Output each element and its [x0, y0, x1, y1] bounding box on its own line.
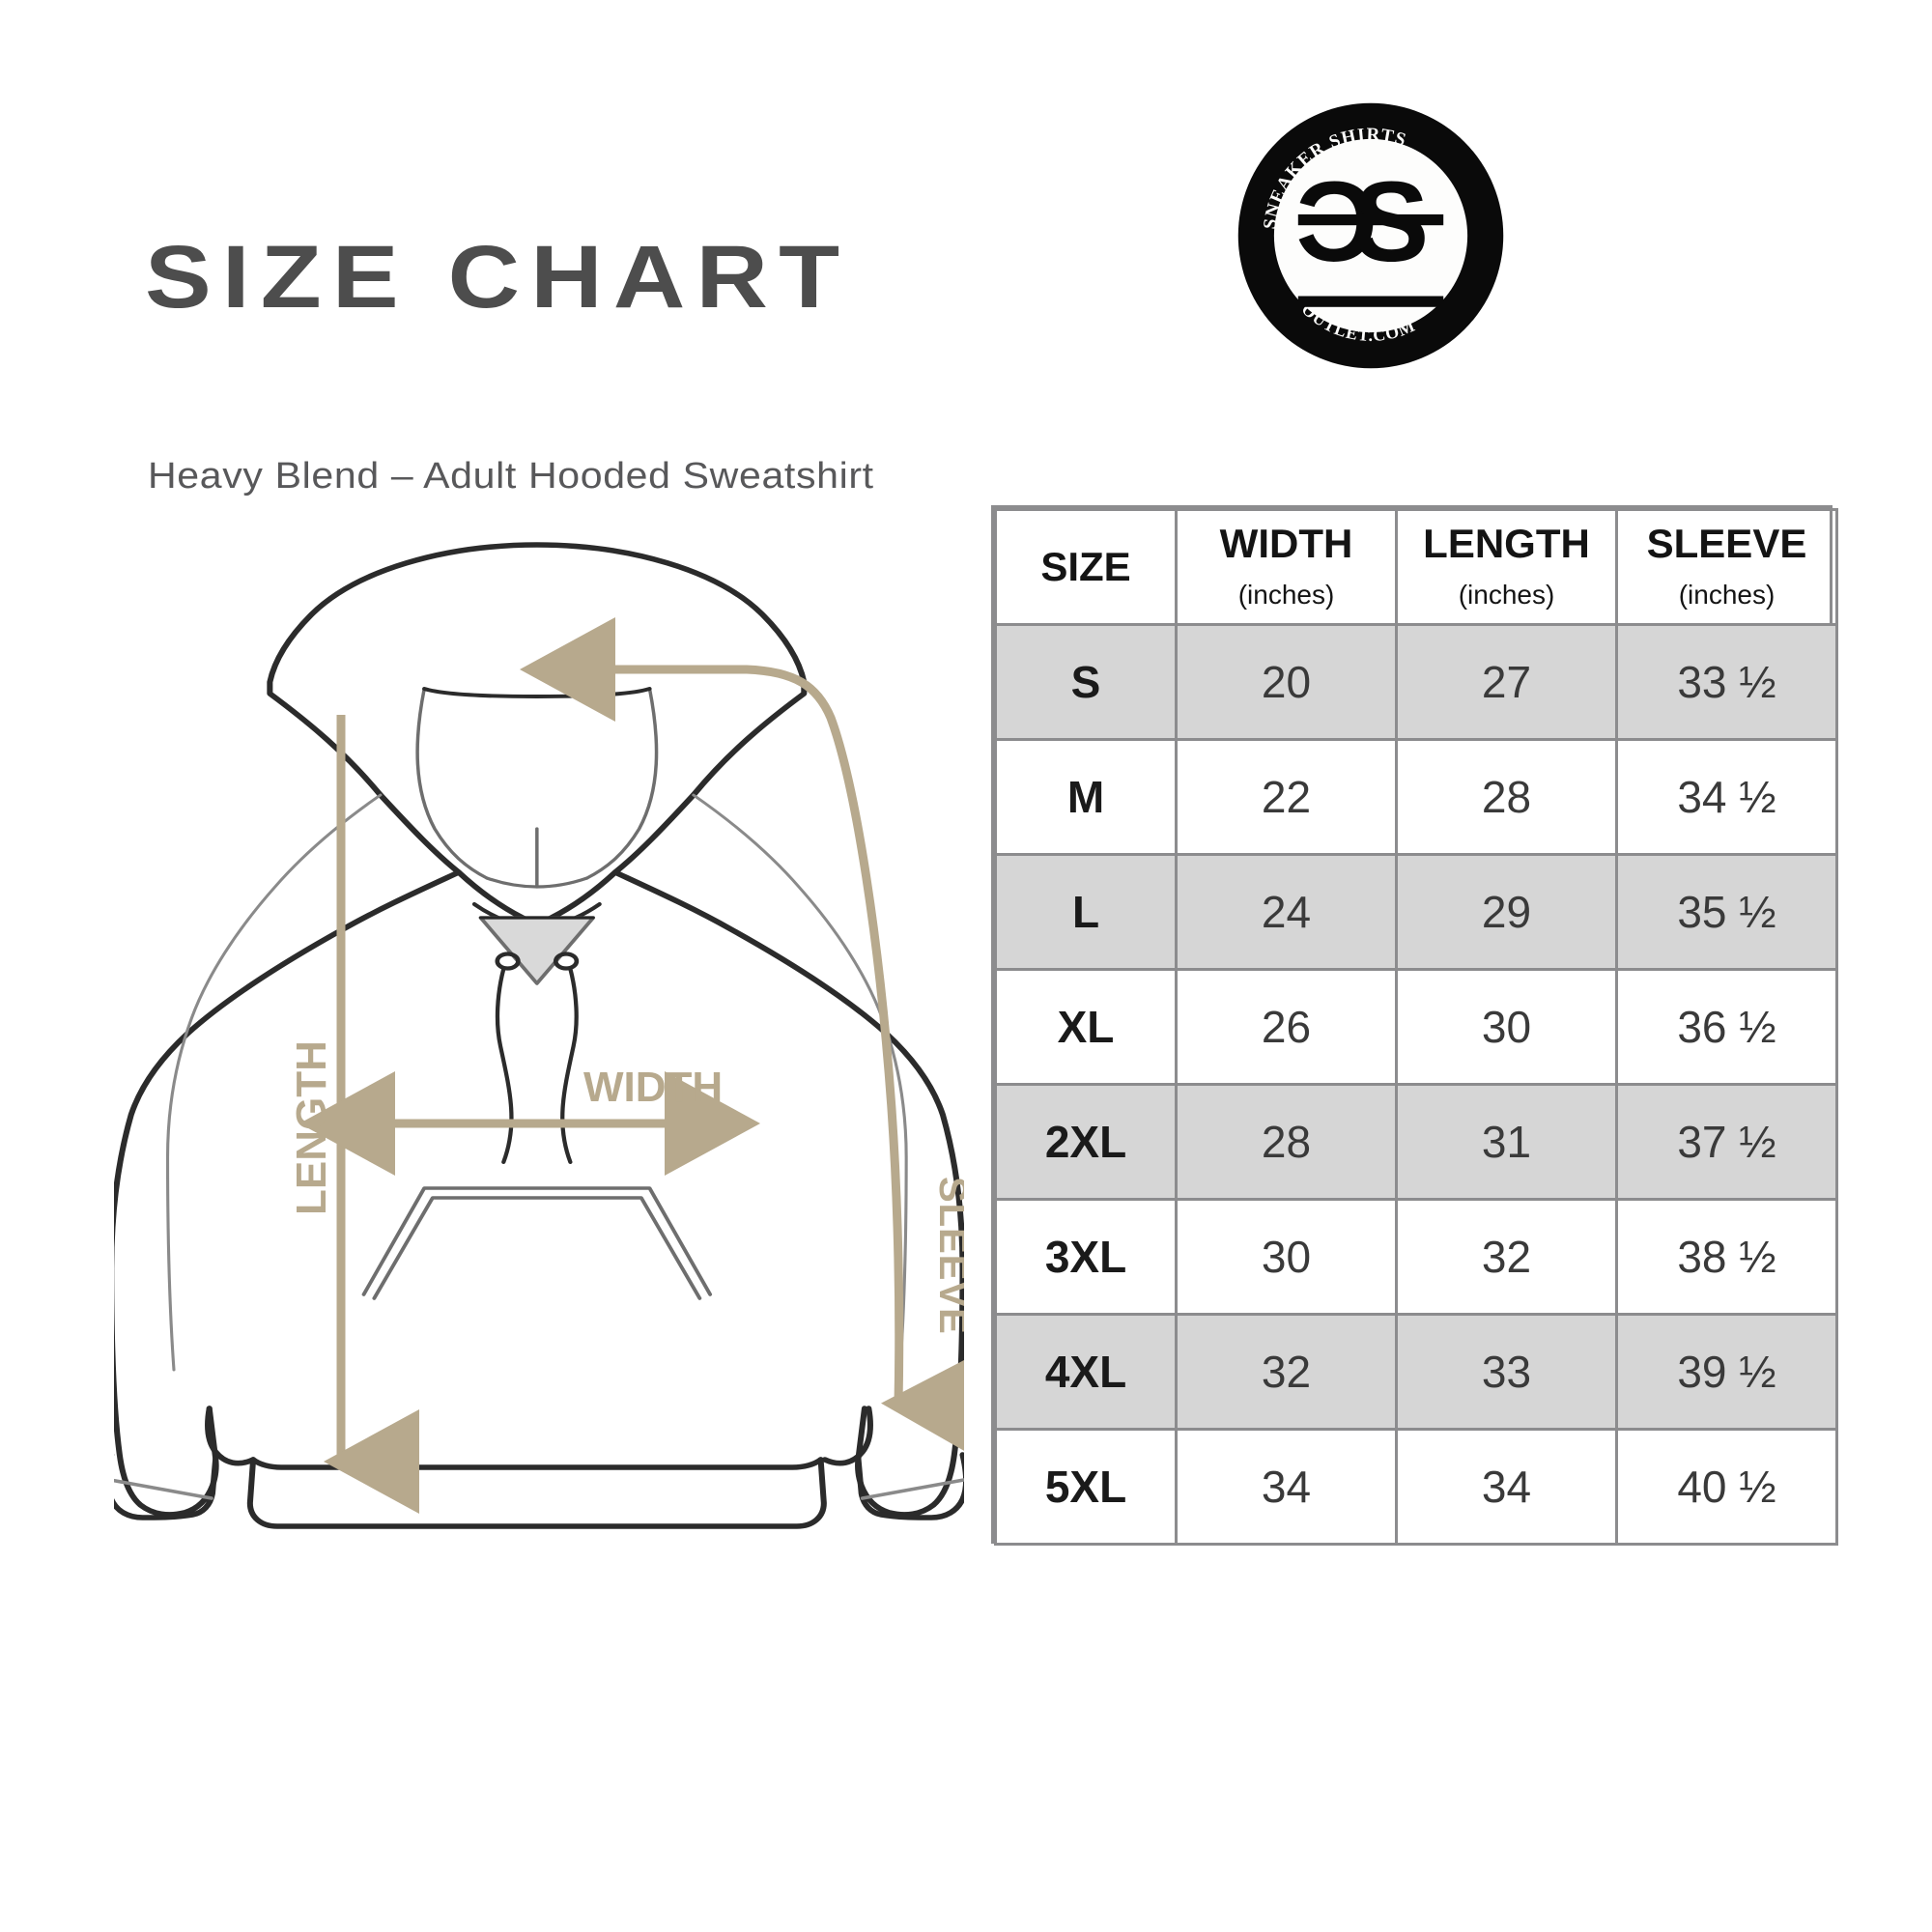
svg-text:LENGTH: LENGTH [288, 1040, 335, 1215]
svg-text:SLEEVE: SLEEVE [931, 1177, 964, 1335]
svg-text:WIDTH: WIDTH [583, 1064, 723, 1111]
